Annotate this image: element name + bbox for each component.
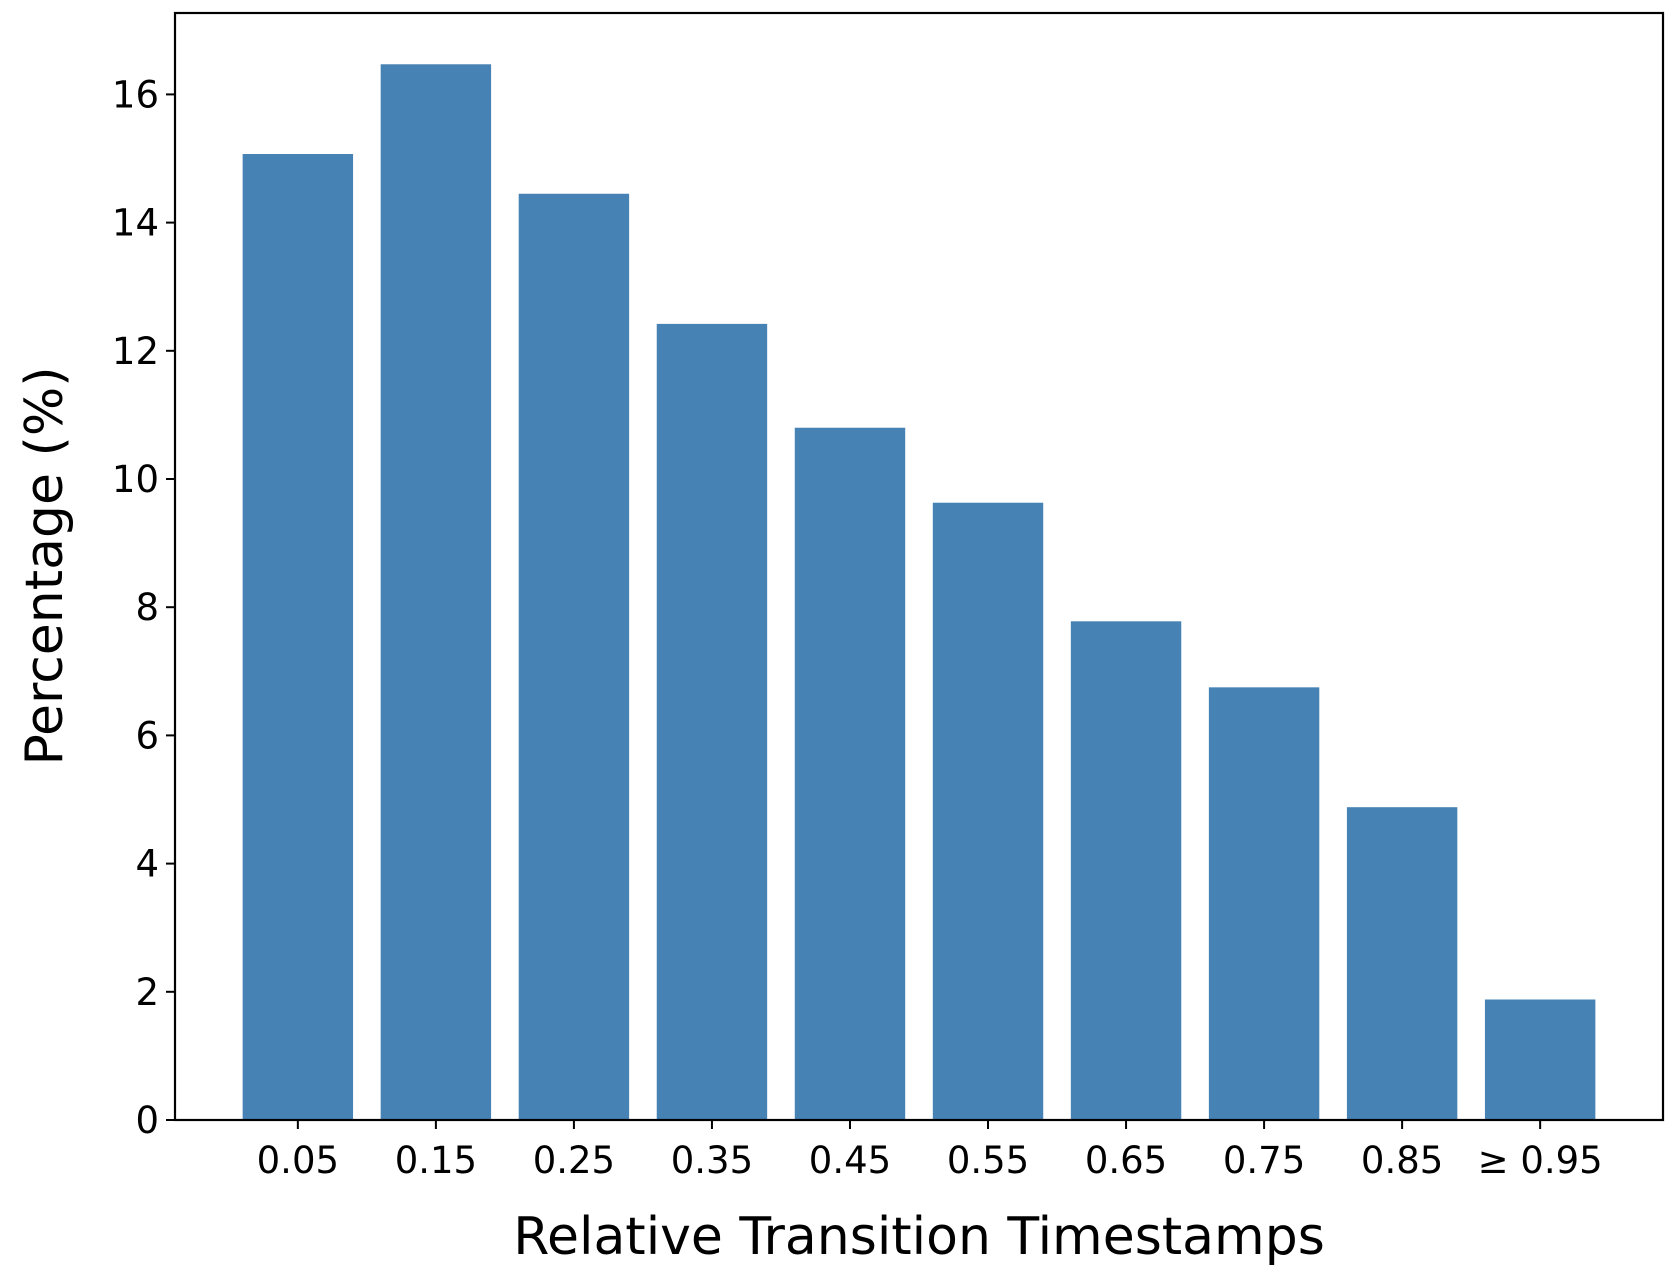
bar (242, 154, 354, 1120)
y-tick-label: 2 (135, 971, 159, 1014)
x-axis-label: Relative Transition Timestamps (513, 1207, 1325, 1267)
plot-frame (173, 11, 1665, 1122)
bar (656, 323, 768, 1120)
y-tick-label: 0 (135, 1099, 159, 1142)
bar (1208, 687, 1320, 1120)
x-tick-label: 0.15 (395, 1139, 477, 1182)
bar (1070, 621, 1182, 1120)
x-tick-label: 0.05 (257, 1139, 339, 1182)
x-tick-label: 0.85 (1361, 1139, 1443, 1182)
bar (518, 193, 630, 1120)
y-tick-label: 14 (112, 202, 159, 245)
y-tick-label: 12 (112, 330, 159, 373)
x-tick-label: 0.65 (1085, 1139, 1167, 1182)
x-tick-label: 0.35 (671, 1139, 753, 1182)
x-tick-label: 0.55 (947, 1139, 1029, 1182)
x-tick-label: 0.25 (533, 1139, 615, 1182)
y-tick-label: 10 (112, 458, 159, 501)
x-tick-label: ≥ 0.95 (1478, 1139, 1603, 1182)
bar (1484, 999, 1596, 1120)
x-tick-label: 0.75 (1223, 1139, 1305, 1182)
y-axis-label: Percentage (%) (15, 366, 75, 765)
bar (794, 427, 906, 1120)
y-tick-label: 6 (135, 714, 159, 757)
x-tick-label: 0.45 (809, 1139, 891, 1182)
bar (1346, 807, 1458, 1120)
y-tick-label: 16 (112, 73, 159, 116)
y-tick-label: 4 (135, 843, 159, 886)
bar (932, 502, 1044, 1120)
y-tick-label: 8 (135, 586, 159, 629)
bar (380, 64, 492, 1121)
